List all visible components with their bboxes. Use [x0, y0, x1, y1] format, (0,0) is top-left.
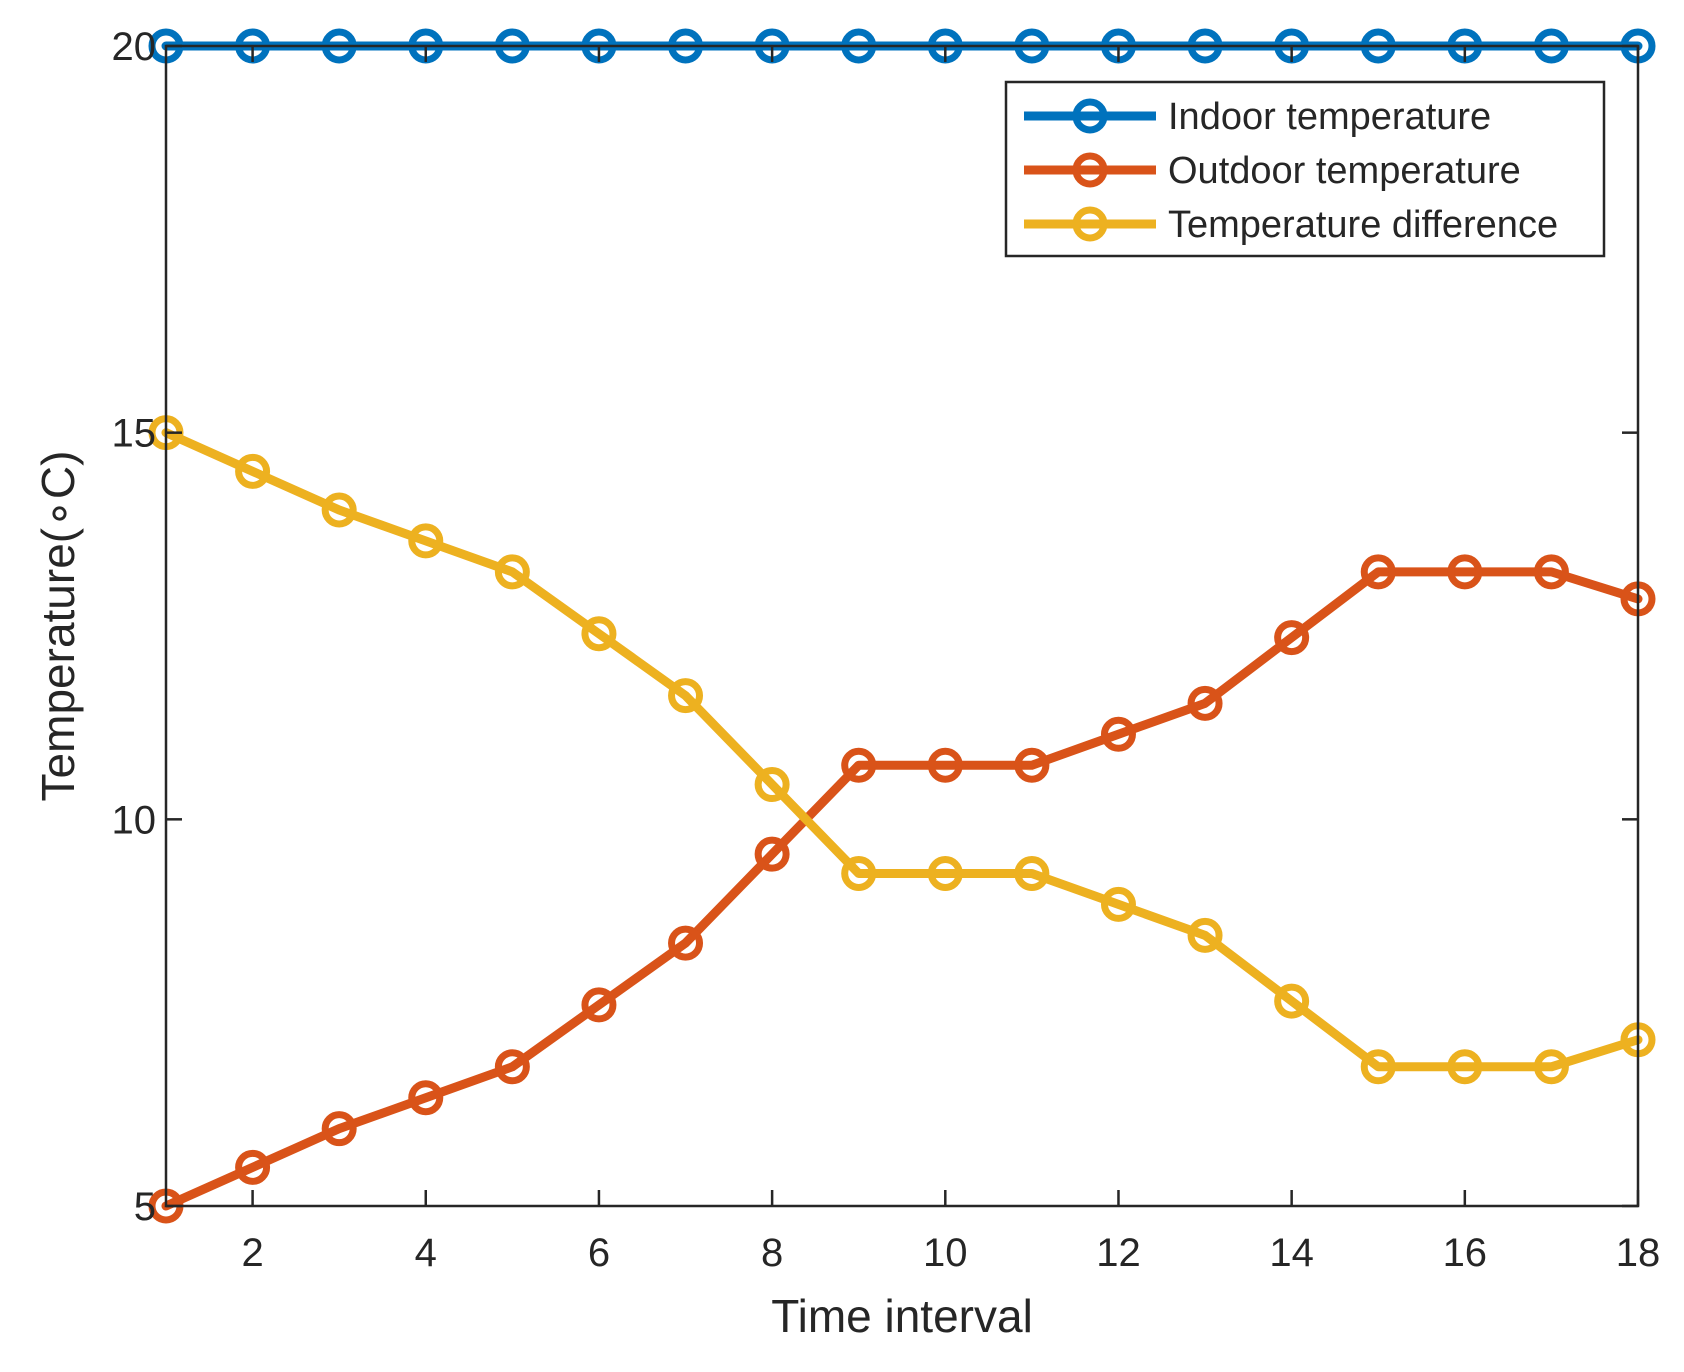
y-axis-title: Temperature(∘C) — [32, 451, 84, 802]
data-point — [1187, 685, 1223, 721]
data-point — [581, 987, 617, 1023]
data-point — [1447, 1049, 1483, 1085]
data-point — [1274, 620, 1310, 656]
data-point — [668, 678, 704, 714]
y-tick-label: 20 — [112, 25, 157, 69]
y-tick-label: 15 — [112, 412, 157, 456]
x-tick-label: 10 — [923, 1231, 968, 1275]
y-tick-label: 10 — [112, 798, 157, 842]
data-point — [1447, 554, 1483, 590]
data-point — [235, 1149, 271, 1185]
data-point — [408, 1080, 444, 1116]
data-point — [927, 747, 963, 783]
x-tick-label: 16 — [1443, 1231, 1488, 1275]
data-point — [754, 767, 790, 803]
data-point — [754, 836, 790, 872]
x-tick-label: 2 — [241, 1231, 263, 1275]
x-tick-label: 6 — [588, 1231, 610, 1275]
data-point — [1100, 886, 1136, 922]
legend-item: Outdoor temperature — [1024, 150, 1521, 192]
plot-area-frame — [164, 44, 1640, 1208]
data-point — [1014, 747, 1050, 783]
legend-swatch-marker — [1072, 98, 1108, 134]
legend-label: Indoor temperature — [1168, 96, 1491, 138]
x-tick-label: 4 — [415, 1231, 437, 1275]
data-point — [494, 554, 530, 590]
data-point — [494, 1049, 530, 1085]
data-point — [668, 925, 704, 961]
legend-label: Outdoor temperature — [1168, 150, 1521, 192]
data-point — [1533, 1049, 1569, 1085]
data-point — [235, 453, 271, 489]
data-point — [1187, 917, 1223, 953]
data-point — [321, 1111, 357, 1147]
data-point — [1533, 554, 1569, 590]
legend-swatch-marker — [1072, 152, 1108, 188]
data-point — [1014, 855, 1050, 891]
x-tick-label: 18 — [1616, 1231, 1661, 1275]
legend-label: Temperature difference — [1168, 204, 1558, 246]
x-tick-label: 12 — [1096, 1231, 1141, 1275]
legend: Indoor temperature Outdoor temperature Tem… — [1004, 80, 1606, 258]
data-point — [1100, 716, 1136, 752]
series-1 — [148, 554, 1656, 1224]
data-point — [841, 855, 877, 891]
data-point — [1360, 1049, 1396, 1085]
ticks-layer: 2 4 6 8 10 12 14 16 18 5 10 15 20 — [112, 25, 1661, 1275]
data-point — [1360, 554, 1396, 590]
legend-swatch-marker — [1072, 206, 1108, 242]
data-point — [927, 855, 963, 891]
legend-item: Indoor temperature — [1024, 96, 1491, 138]
y-tick-label: 5 — [134, 1185, 156, 1229]
data-point — [581, 616, 617, 652]
data-point — [321, 492, 357, 528]
data-point — [408, 523, 444, 559]
x-tick-label: 8 — [761, 1231, 783, 1275]
x-tick-label: 14 — [1269, 1231, 1314, 1275]
data-point — [841, 747, 877, 783]
data-point — [1274, 983, 1310, 1019]
x-axis-title: Time interval — [771, 1290, 1033, 1342]
series-2 — [148, 415, 1656, 1085]
legend-item: Temperature difference — [1024, 204, 1558, 246]
